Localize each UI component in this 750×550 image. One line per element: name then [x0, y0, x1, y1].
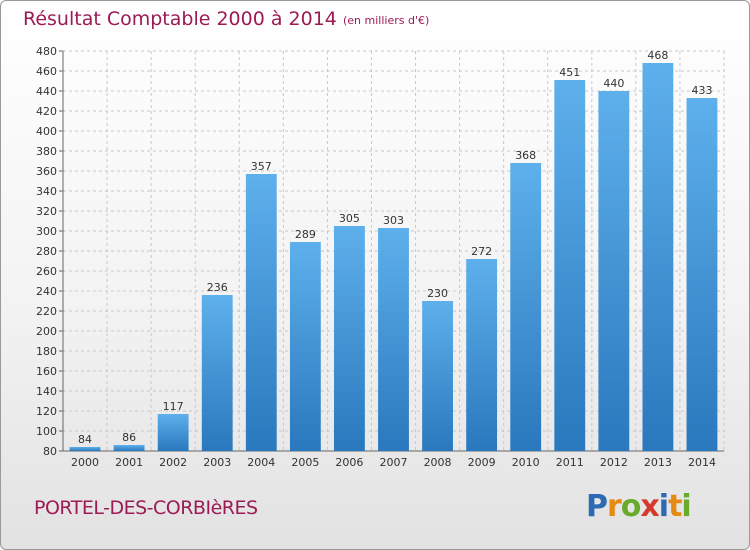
- y-tick-label: 140: [36, 385, 57, 398]
- chart-title: Résultat Comptable 2000 à 2014: [23, 8, 337, 30]
- y-tick-label: 320: [36, 205, 57, 218]
- logo-letter: i: [681, 489, 691, 524]
- x-tick-label: 2013: [644, 456, 672, 469]
- y-tick-label: 180: [36, 345, 57, 358]
- x-tick-label: 2008: [424, 456, 452, 469]
- data-label-2009: 272: [471, 245, 492, 258]
- y-tick-label: 440: [36, 85, 57, 98]
- bar-2003[interactable]: [201, 295, 233, 451]
- x-tick-label: 2002: [159, 456, 187, 469]
- bar-layer: [69, 63, 718, 451]
- x-tick-label: 2014: [688, 456, 716, 469]
- x-tick-label: 2012: [600, 456, 628, 469]
- data-label-2007: 303: [383, 214, 404, 227]
- y-tick-label: 480: [36, 45, 57, 58]
- proxiti-logo[interactable]: Proxiti: [586, 489, 692, 524]
- x-tick-label: 2003: [203, 456, 231, 469]
- x-tick-label: 2001: [115, 456, 143, 469]
- data-label-2010: 368: [515, 149, 536, 162]
- data-label-2013: 468: [647, 49, 668, 62]
- data-label-2004: 357: [251, 160, 272, 173]
- data-label-2014: 433: [691, 84, 712, 97]
- bar-2002[interactable]: [157, 414, 189, 451]
- bar-2014[interactable]: [686, 98, 718, 451]
- bar-2004[interactable]: [245, 174, 277, 451]
- y-tick-label: 80: [43, 445, 57, 458]
- y-tick-label: 400: [36, 125, 57, 138]
- y-tick-label: 460: [36, 65, 57, 78]
- logo-letter: r: [607, 489, 622, 524]
- logo-letter: x: [640, 489, 659, 524]
- bar-2005[interactable]: [289, 242, 321, 451]
- y-tick-label: 280: [36, 245, 57, 258]
- logo-letter: o: [620, 489, 642, 524]
- bar-2008[interactable]: [422, 301, 453, 451]
- y-tick-label: 220: [36, 305, 57, 318]
- data-label-2000: 84: [78, 433, 92, 446]
- x-tick-label: 2004: [247, 456, 275, 469]
- x-tick-label: 2010: [512, 456, 540, 469]
- y-tick-label: 120: [36, 405, 57, 418]
- logo-letter: i: [658, 489, 669, 524]
- y-tick-label: 380: [36, 145, 57, 158]
- data-label-2001: 86: [122, 431, 136, 444]
- y-tick-label: 360: [36, 165, 57, 178]
- logo-letter: P: [586, 489, 608, 524]
- x-tick-label: 2006: [335, 456, 363, 469]
- data-label-2006: 305: [339, 212, 360, 225]
- x-tick-label: 2011: [556, 456, 584, 469]
- y-tick-label: 420: [36, 105, 57, 118]
- x-tick-label: 2005: [291, 456, 319, 469]
- x-tick-label: 2007: [380, 456, 408, 469]
- y-tick-label: 340: [36, 185, 57, 198]
- axis-layer: 80 100 120 140 160 180 200 220 240 260 280 300 320 34…: [36, 45, 724, 469]
- data-label-2005: 289: [295, 228, 316, 241]
- bar-2000[interactable]: [69, 447, 101, 451]
- data-label-2002: 117: [163, 400, 184, 413]
- bar-2013[interactable]: [642, 63, 674, 451]
- logo-letter: t: [668, 489, 682, 524]
- label-layer: 84 86 117 236 357 289 305 303 230 272 368 451 440 468…: [78, 49, 712, 446]
- bar-2011[interactable]: [554, 80, 586, 451]
- bar-2007[interactable]: [378, 228, 409, 451]
- y-tick-label: 300: [36, 225, 57, 238]
- y-tick-label: 160: [36, 365, 57, 378]
- y-tick-label: 240: [36, 285, 57, 298]
- bar-2006[interactable]: [334, 226, 365, 451]
- data-label-2008: 230: [427, 287, 448, 300]
- bar-2009[interactable]: [466, 259, 498, 451]
- bar-2001[interactable]: [113, 445, 145, 451]
- x-tick-label: 2009: [468, 456, 496, 469]
- data-label-2011: 451: [559, 66, 580, 79]
- y-tick-label: 200: [36, 325, 57, 338]
- y-tick-label: 100: [36, 425, 57, 438]
- data-label-2003: 236: [207, 281, 228, 294]
- data-label-2012: 440: [603, 77, 624, 90]
- x-tick-label: 2000: [71, 456, 99, 469]
- commune-name: PORTEL-DES-CORBIèRES: [34, 497, 258, 519]
- bar-2010[interactable]: [510, 163, 542, 451]
- bar-2012[interactable]: [598, 91, 630, 451]
- chart-subtitle: (en milliers d'€): [343, 14, 430, 27]
- y-tick-label: 260: [36, 265, 57, 278]
